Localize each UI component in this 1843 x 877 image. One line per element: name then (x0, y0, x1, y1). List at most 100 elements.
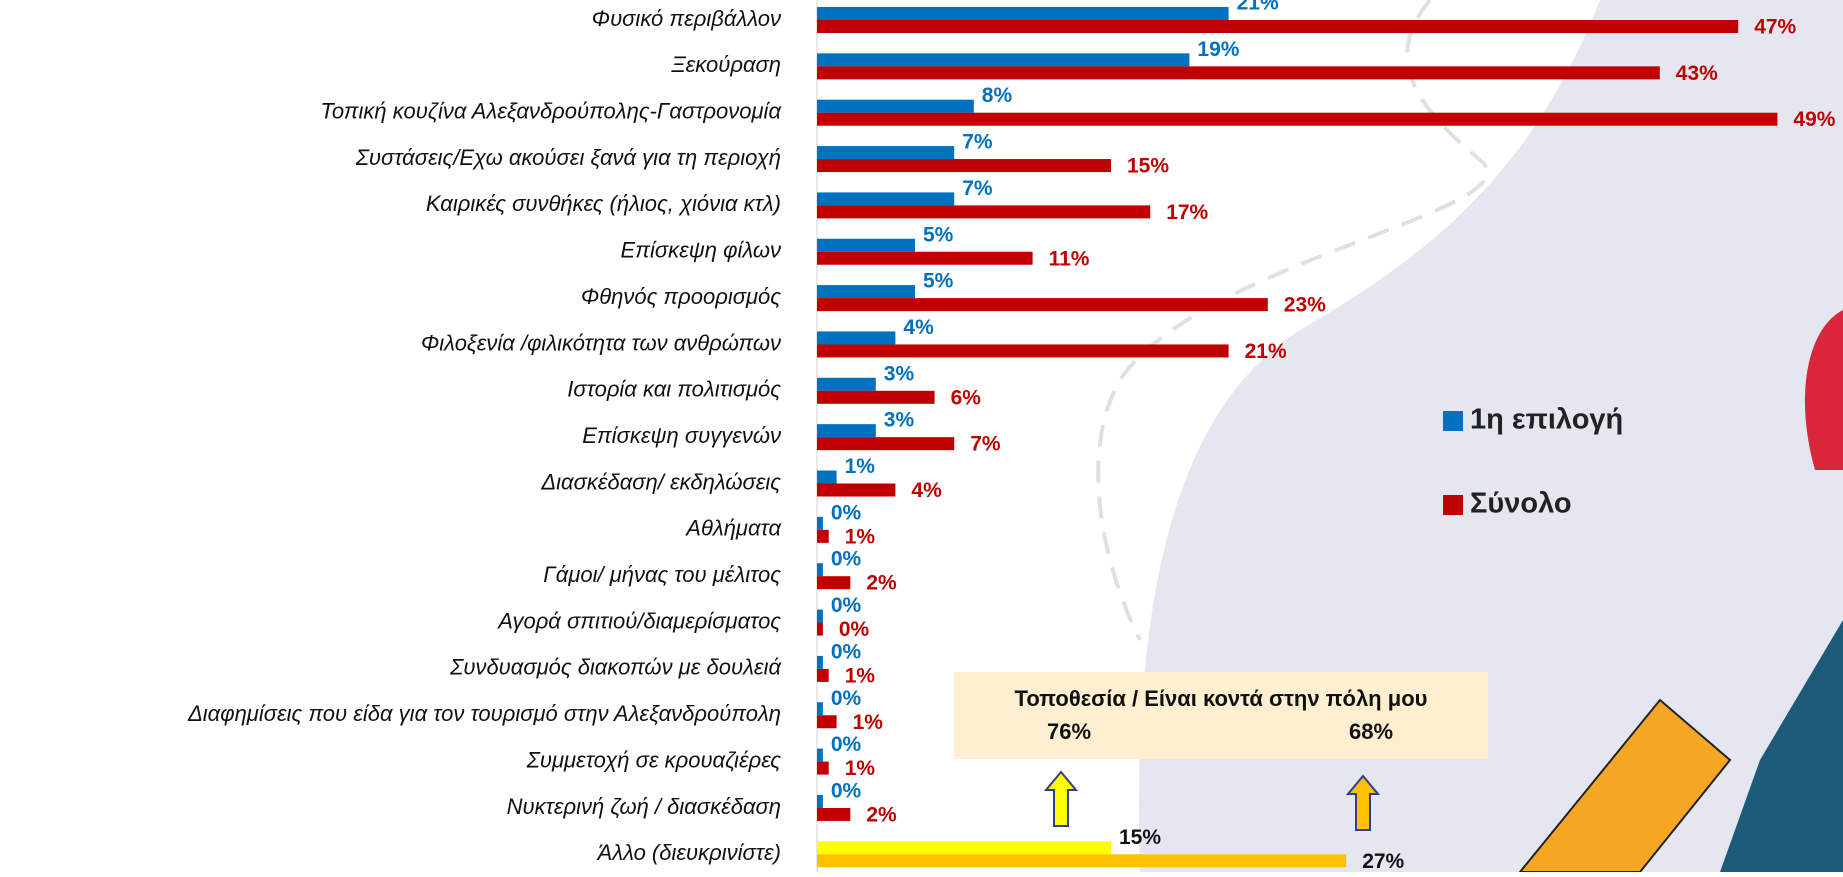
legend-label: Σύνολο (1470, 488, 1572, 520)
category-label: Αθλήματα (684, 516, 782, 541)
value-label: 0% (831, 501, 862, 524)
bar (817, 7, 1229, 20)
category-label: Αγορά σπιτιού/διαμερίσματος (496, 608, 781, 633)
legend-swatch (1443, 495, 1463, 515)
value-label: 43% (1676, 62, 1718, 85)
bar (817, 238, 915, 252)
bar (817, 205, 1151, 219)
value-label: 27% (1362, 850, 1404, 872)
bar (817, 609, 823, 623)
value-label: 47% (1754, 16, 1796, 39)
arrow (1345, 774, 1381, 831)
value-label: 7% (962, 177, 993, 200)
value-label: 4% (903, 316, 934, 339)
bar (817, 437, 955, 451)
annotation-label: 68% (1349, 719, 1393, 744)
value-label: 1% (845, 664, 876, 687)
bar (817, 748, 823, 762)
bar (817, 377, 876, 391)
category-label: Άλλο (διευκρινίστε) (596, 840, 781, 865)
value-label: 23% (1284, 294, 1326, 317)
bar (817, 529, 829, 543)
category-label: Νυκτερινή ζωή / διασκέδαση (507, 794, 781, 819)
category-label: Διασκέδαση/ εκδηλώσεις (540, 469, 781, 494)
value-label: 1% (845, 455, 876, 478)
bar (817, 794, 823, 808)
category-label: Φιλοξενία /φιλικότητα των ανθρώπων (421, 330, 781, 355)
value-label: 2% (866, 572, 897, 595)
bar (817, 622, 823, 636)
value-label: 6% (951, 386, 982, 409)
value-label: 49% (1793, 108, 1835, 131)
value-label: 11% (1049, 247, 1090, 270)
annotation: Τοποθεσία / Είναι κοντά στην πόλη μου 76… (954, 672, 1488, 831)
background-decoration (1096, 0, 1843, 873)
legend-label: 1η επιλογή (1470, 404, 1623, 436)
value-label: 8% (982, 84, 1013, 107)
bar (817, 66, 1660, 80)
value-label: 4% (911, 479, 942, 502)
bar (817, 807, 851, 821)
category-label: Γάμοι/ μήνας του μέλιτος (543, 562, 781, 587)
value-label: 1% (845, 757, 876, 780)
category-label: Ιστορία και πολιτισμός (567, 377, 781, 402)
value-label: 0% (831, 548, 862, 571)
value-label: 7% (970, 433, 1001, 456)
bar (817, 99, 974, 113)
value-label: 0% (831, 733, 862, 756)
value-label: 5% (923, 270, 954, 293)
category-label: Συστάσεις/Εχω ακούσει ξανά για τη περιοχ… (355, 145, 781, 170)
value-label: 21% (1237, 0, 1279, 15)
bar (817, 702, 823, 716)
bar (817, 112, 1778, 126)
category-label: Επίσκεψη φίλων (621, 238, 781, 263)
value-label: 3% (884, 362, 915, 385)
bar (817, 841, 1111, 855)
arrow (1043, 770, 1079, 827)
value-label: 0% (831, 687, 862, 710)
legend-swatch (1443, 411, 1463, 431)
value-label: 0% (831, 640, 862, 663)
value-label: 3% (884, 409, 915, 432)
bar (817, 331, 896, 345)
bar (817, 53, 1190, 67)
bar (817, 390, 935, 404)
category-label: Καιρικές συνθήκες (ήλιος, χιόνια κτλ) (426, 191, 781, 216)
category-label: Διαφημίσεις που είδα για τον τουρισμό στ… (187, 701, 781, 726)
value-label: 1% (853, 711, 884, 734)
bar (817, 576, 851, 590)
bar (817, 655, 823, 669)
bar (817, 854, 1347, 868)
value-label: 0% (831, 779, 862, 802)
value-label: 7% (962, 131, 993, 154)
category-label: Ξεκούραση (670, 52, 781, 77)
bar (817, 159, 1111, 173)
bar (817, 251, 1033, 265)
annotation-box (954, 672, 1488, 759)
bar (817, 298, 1268, 312)
bar (817, 344, 1229, 358)
category-label: Συμμετοχή σε κρουαζιέρες (526, 747, 782, 772)
value-label: 19% (1197, 38, 1239, 61)
bar (817, 470, 837, 484)
value-label: 2% (866, 803, 897, 826)
category-label: Συνδυασμός διακοπών με δουλειά (449, 655, 782, 680)
bar (817, 192, 955, 206)
value-label: 0% (831, 594, 862, 617)
value-label: 15% (1119, 826, 1161, 849)
bar (817, 424, 876, 438)
bar (817, 285, 915, 299)
bar (817, 20, 1739, 33)
bar (817, 715, 837, 729)
bar (817, 668, 829, 682)
bar (817, 146, 955, 160)
annotation-text: Τοποθεσία / Είναι κοντά στην πόλη μου (1015, 686, 1428, 711)
annotation-label: 76% (1047, 719, 1091, 744)
bar (817, 483, 896, 497)
category-label: Φθηνός προορισμός (581, 284, 781, 309)
value-label: 21% (1245, 340, 1287, 363)
value-label: 15% (1127, 155, 1169, 178)
bar (817, 516, 823, 530)
value-label: 1% (845, 525, 876, 548)
